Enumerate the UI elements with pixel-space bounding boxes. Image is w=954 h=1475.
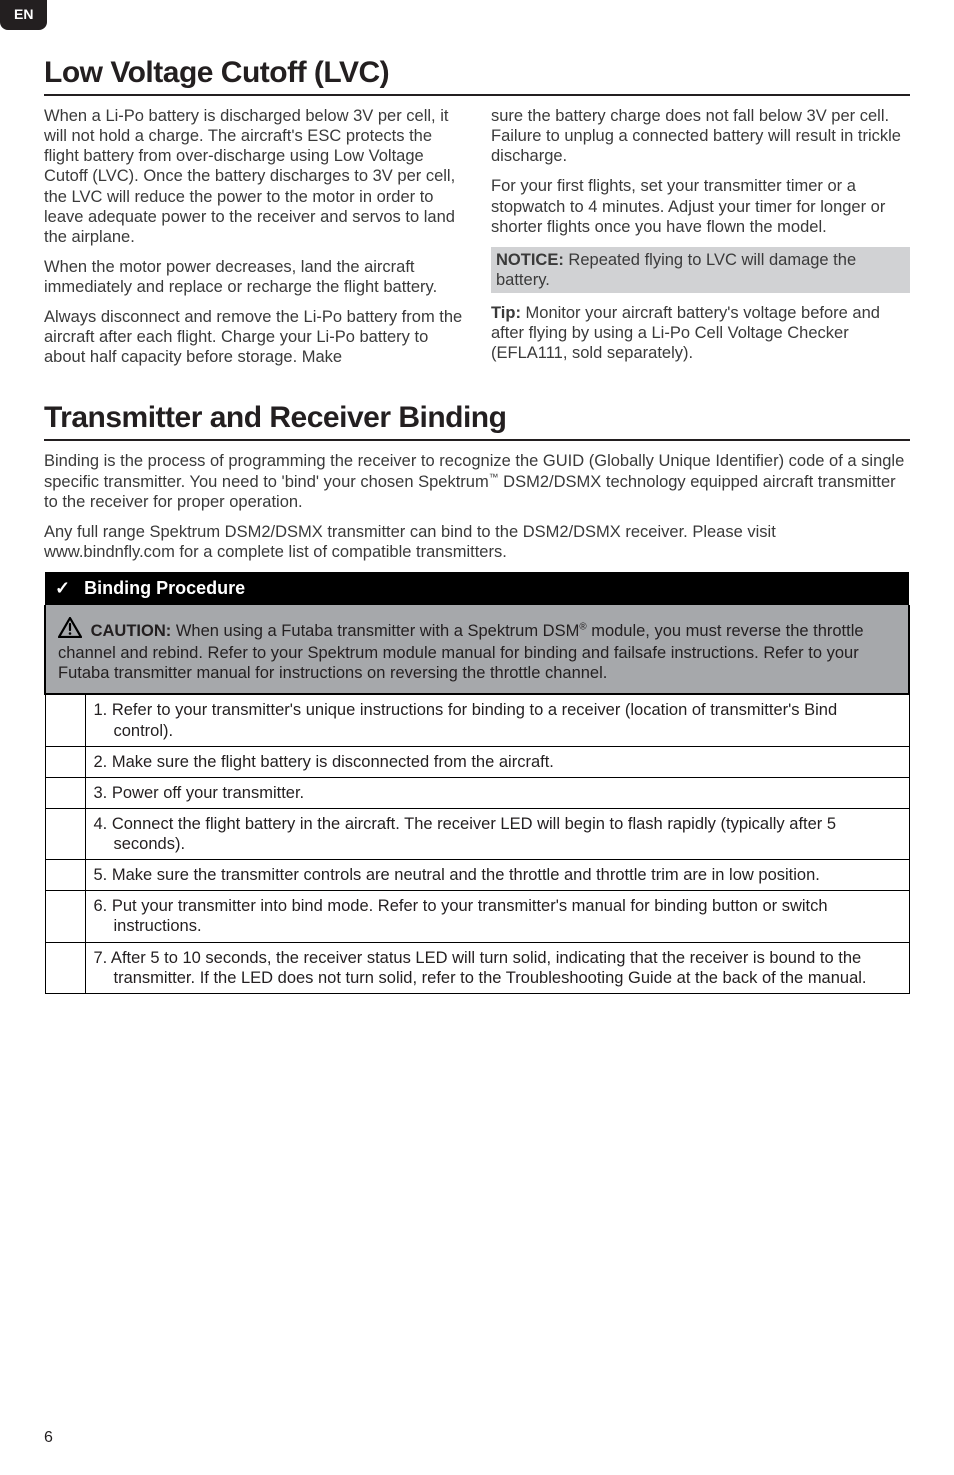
step-2-row: 2. Make sure the flight battery is disco… xyxy=(45,746,909,777)
binding-intro1: Binding is the process of programming th… xyxy=(44,451,910,511)
procedure-header: ✓ Binding Procedure xyxy=(45,572,909,605)
step-3-cell: 3. Power off your transmitter. xyxy=(85,777,909,808)
binding-title: Transmitter and Receiver Binding xyxy=(44,401,910,441)
step-5-text: 5. Make sure the transmitter controls ar… xyxy=(94,865,899,885)
step-4-checkbox xyxy=(45,808,85,859)
caution-row: CAUTION: When using a Futaba transmitter… xyxy=(45,605,909,694)
step-3-row: 3. Power off your transmitter. xyxy=(45,777,909,808)
step-5-row: 5. Make sure the transmitter controls ar… xyxy=(45,860,909,891)
step-7-checkbox xyxy=(45,942,85,993)
lvc-p1: When a Li-Po battery is discharged below… xyxy=(44,106,463,247)
lvc-p2: When the motor power decreases, land the… xyxy=(44,257,463,297)
step-7-row: 7. After 5 to 10 seconds, the receiver s… xyxy=(45,942,909,993)
trademark-icon: ™ xyxy=(489,472,499,483)
lvc-title: Low Voltage Cutoff (LVC) xyxy=(44,56,910,96)
caution-label: CAUTION: xyxy=(91,622,172,640)
step-4-cell: 4. Connect the flight battery in the air… xyxy=(85,808,909,859)
notice-label: NOTICE: xyxy=(496,251,564,269)
step-4-text: 4. Connect the flight battery in the air… xyxy=(94,814,899,854)
check-icon: ✓ xyxy=(55,578,70,599)
step-6-checkbox xyxy=(45,891,85,942)
page-number: 6 xyxy=(44,1429,53,1447)
warning-icon xyxy=(58,617,82,643)
step-6-cell: 6. Put your transmitter into bind mode. … xyxy=(85,891,909,942)
procedure-header-row: ✓ Binding Procedure xyxy=(45,572,909,605)
step-2-text: 2. Make sure the flight battery is disco… xyxy=(94,752,899,772)
lvc-notice: NOTICE: Repeated flying to LVC will dama… xyxy=(491,247,910,293)
registered-icon: ® xyxy=(579,622,586,633)
tip-text: Monitor your aircraft battery's voltage … xyxy=(491,304,880,362)
step-2-cell: 2. Make sure the flight battery is disco… xyxy=(85,746,909,777)
step-5-checkbox xyxy=(45,860,85,891)
binding-procedure-table: ✓ Binding Procedure CAUTION: When using a… xyxy=(44,572,910,994)
step-7-text: 7. After 5 to 10 seconds, the receiver s… xyxy=(94,948,899,988)
step-6-row: 6. Put your transmitter into bind mode. … xyxy=(45,891,909,942)
language-tab: EN xyxy=(0,0,47,30)
step-1-cell: 1. Refer to your transmitter's unique in… xyxy=(85,694,909,746)
lvc-p5: For your first flights, set your transmi… xyxy=(491,176,910,236)
lvc-tip: Tip: Monitor your aircraft battery's vol… xyxy=(491,303,910,363)
binding-section: Transmitter and Receiver Binding Binding… xyxy=(44,401,910,993)
step-6-text: 6. Put your transmitter into bind mode. … xyxy=(94,896,899,936)
step-1-text: 1. Refer to your transmitter's unique in… xyxy=(94,700,899,740)
step-3-text: 3. Power off your transmitter. xyxy=(94,783,899,803)
procedure-header-label: Binding Procedure xyxy=(84,578,245,598)
lvc-p4: sure the battery charge does not fall be… xyxy=(491,106,910,166)
step-5-cell: 5. Make sure the transmitter controls ar… xyxy=(85,860,909,891)
caution-cell: CAUTION: When using a Futaba transmitter… xyxy=(45,605,909,694)
lvc-p3: Always disconnect and remove the Li-Po b… xyxy=(44,307,463,367)
binding-intro2: Any full range Spektrum DSM2/DSMX transm… xyxy=(44,522,910,562)
step-1-row: 1. Refer to your transmitter's unique in… xyxy=(45,694,909,746)
step-4-row: 4. Connect the flight battery in the air… xyxy=(45,808,909,859)
step-7-cell: 7. After 5 to 10 seconds, the receiver s… xyxy=(85,942,909,993)
step-3-checkbox xyxy=(45,777,85,808)
tip-label: Tip: xyxy=(491,304,521,322)
caution-text-a: When using a Futaba transmitter with a S… xyxy=(171,622,579,640)
page-content: Low Voltage Cutoff (LVC) When a Li-Po ba… xyxy=(0,0,954,994)
step-1-checkbox xyxy=(45,694,85,746)
lvc-body: When a Li-Po battery is discharged below… xyxy=(44,106,910,375)
step-2-checkbox xyxy=(45,746,85,777)
